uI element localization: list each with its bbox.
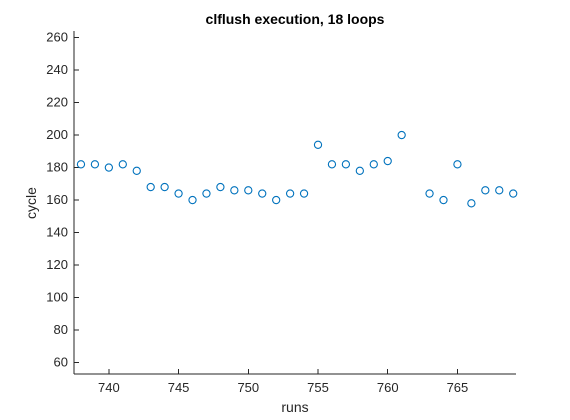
data-point [299, 189, 309, 198]
data-point [383, 156, 392, 166]
y-tick-label: 240 [46, 62, 68, 77]
data-point [285, 189, 295, 198]
data-point [258, 189, 267, 198]
x-tick-label: 750 [237, 380, 259, 395]
data-point [216, 182, 225, 192]
x-tick-label: 755 [307, 380, 329, 395]
x-tick-label: 765 [447, 380, 469, 395]
data-point [272, 195, 281, 205]
y-tick-label: 60 [54, 355, 68, 370]
data-point [453, 160, 462, 169]
x-axis-label: runs [281, 399, 308, 415]
data-point [132, 166, 141, 175]
x-ticks-layer: 740 745 750 755 760 765 [98, 369, 468, 395]
data-point [355, 166, 364, 175]
data-point [230, 186, 239, 195]
x-tick-label: 745 [168, 380, 190, 395]
data-point [202, 189, 211, 198]
data-point [439, 195, 448, 205]
y-tick-label: 200 [46, 127, 68, 142]
data-point [327, 160, 337, 169]
data-point [341, 160, 351, 169]
chart-title: clflush execution, 18 loops [206, 11, 385, 27]
data-point [188, 195, 197, 205]
data-point [509, 189, 518, 198]
x-tick-label: 740 [98, 380, 120, 395]
data-point [244, 186, 253, 195]
axis-labels-layer: runs cycle [23, 187, 309, 415]
data-point [495, 186, 504, 195]
y-tick-label: 220 [46, 95, 68, 110]
y-tick-label: 160 [46, 192, 68, 207]
y-tick-label: 180 [46, 160, 68, 175]
data-point [160, 182, 169, 192]
y-axis-label: cycle [23, 187, 39, 219]
y-tick-label: 140 [46, 225, 68, 240]
x-tick-label: 760 [377, 380, 399, 395]
data-point [104, 163, 114, 172]
data-point [481, 186, 490, 195]
y-tick-label: 80 [54, 322, 68, 337]
data-point [76, 160, 86, 169]
y-tick-label: 100 [46, 290, 68, 305]
y-tick-label: 260 [46, 30, 68, 45]
data-point [90, 160, 100, 169]
y-tick-label: 120 [46, 257, 68, 272]
data-point [467, 199, 476, 208]
data-point [369, 160, 378, 169]
axis-layer [73, 31, 516, 375]
data-points-layer [76, 130, 518, 208]
data-point [118, 160, 127, 169]
data-point [425, 189, 434, 198]
data-point [174, 189, 183, 198]
data-point [146, 182, 155, 192]
data-point [313, 140, 323, 149]
title-layer: clflush execution, 18 loops [206, 11, 385, 27]
y-ticks-layer: 60 80 100 120 140 160 180 200 220 240 260 [46, 30, 79, 370]
data-point [397, 130, 406, 140]
